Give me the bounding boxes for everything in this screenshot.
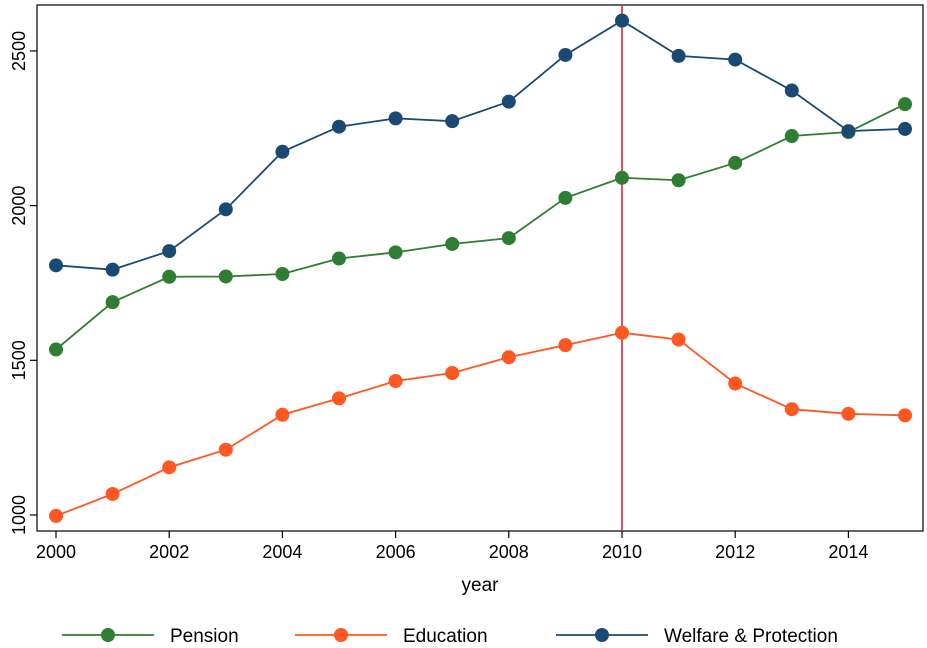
data-point: [784, 83, 799, 98]
axes-layer: 2000 2002 2004 2006 2008 2010 2012 2014 1000 1500…: [9, 31, 868, 562]
data-point: [105, 295, 120, 310]
data-point: [332, 391, 346, 406]
data-point: [49, 508, 63, 523]
y-tick-label: 2500: [9, 31, 29, 71]
x-tick-label: 2004: [262, 542, 302, 562]
y-tick-label: 1500: [9, 340, 29, 380]
x-tick-label: 2008: [489, 542, 529, 562]
data-point: [162, 460, 177, 475]
data-point: [784, 129, 799, 144]
legend-item: Education: [295, 626, 488, 647]
data-point: [501, 231, 516, 246]
data-point: [105, 262, 120, 277]
x-tick-label: 2012: [715, 542, 755, 562]
data-point: [388, 245, 403, 260]
series-line: [55, 103, 906, 351]
legend: Pension Education Welfare & Protection: [62, 626, 838, 647]
legend-label: Welfare & Protection: [664, 626, 838, 647]
x-tick-label: 2000: [36, 542, 76, 562]
series-layer: [49, 13, 912, 523]
data-point: [841, 406, 856, 421]
series-line: [55, 331, 906, 517]
data-point: [49, 258, 63, 273]
series-education: [49, 325, 912, 523]
legend-item: Welfare & Protection: [556, 626, 838, 647]
data-point: [332, 119, 346, 134]
data-point: [445, 236, 460, 251]
x-tick-label: 2002: [149, 542, 189, 562]
data-point: [275, 407, 290, 422]
data-point: [218, 269, 233, 284]
data-point: [671, 332, 686, 347]
data-point: [558, 47, 573, 62]
legend-label: Pension: [170, 626, 239, 647]
data-point: [332, 251, 346, 266]
x-tick-label: 2014: [828, 542, 868, 562]
data-point: [728, 155, 743, 170]
data-point: [898, 97, 912, 112]
data-point: [615, 170, 629, 185]
data-point: [898, 408, 912, 423]
data-point: [558, 190, 573, 205]
x-tick-label: 2006: [376, 542, 416, 562]
data-point: [218, 442, 233, 457]
data-point: [388, 374, 403, 389]
data-point: [898, 121, 912, 136]
data-point: [558, 338, 573, 353]
data-point: [501, 350, 516, 365]
data-point: [671, 48, 686, 63]
data-point: [841, 124, 856, 139]
y-tick-label: 1000: [9, 495, 29, 535]
data-point: [49, 342, 63, 357]
data-point: [728, 52, 743, 67]
data-point: [388, 111, 403, 126]
series-welfare-protection: [49, 13, 912, 277]
data-point: [162, 244, 177, 259]
data-point: [728, 376, 743, 391]
data-point: [501, 94, 516, 109]
legend-marker: [595, 628, 609, 642]
y-tick-label: 2000: [9, 186, 29, 226]
data-point: [275, 144, 290, 159]
plot-area: [36, 4, 924, 532]
series-line: [55, 19, 906, 271]
data-point: [105, 486, 120, 501]
legend-label: Education: [403, 626, 488, 647]
legend-marker: [101, 628, 115, 642]
data-point: [784, 402, 799, 417]
data-point: [445, 114, 460, 129]
data-point: [162, 269, 177, 284]
data-point: [445, 365, 460, 380]
data-point: [218, 202, 233, 217]
x-tick-label: 2010: [602, 542, 642, 562]
legend-marker: [334, 628, 348, 642]
data-point: [671, 173, 686, 188]
data-point: [615, 325, 629, 340]
data-point: [615, 13, 629, 28]
legend-item: Pension: [62, 626, 239, 647]
x-axis-label: year: [462, 575, 500, 596]
data-point: [275, 266, 290, 281]
series-pension: [49, 97, 912, 357]
